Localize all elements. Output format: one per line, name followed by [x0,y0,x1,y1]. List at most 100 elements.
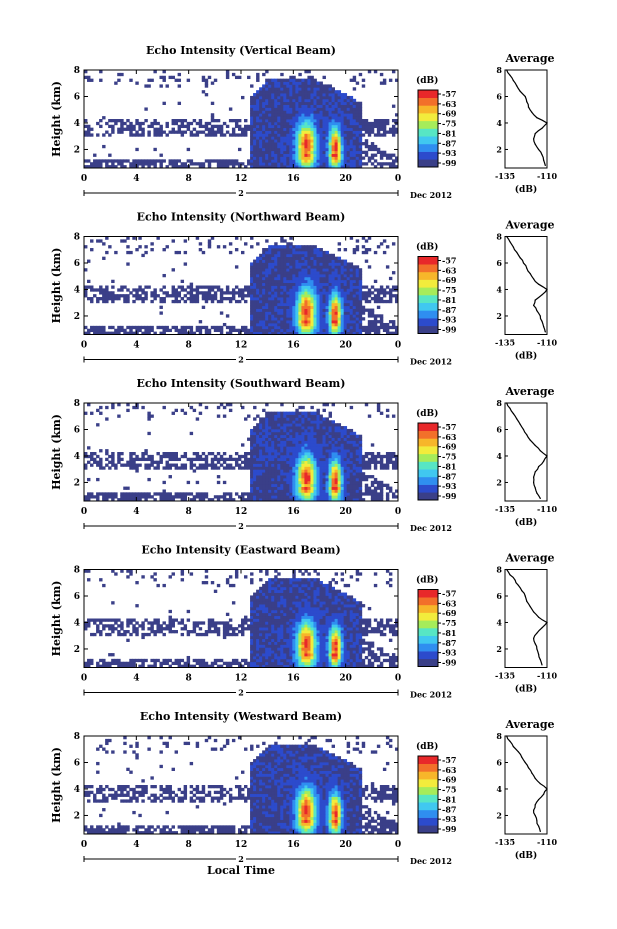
echo-cell [304,262,308,266]
echo-cell [174,162,178,166]
echo-cell [244,457,248,462]
echo-cell [352,469,357,473]
echo-cell [250,320,254,324]
echo-cell [237,328,242,333]
echo-cell [319,250,323,255]
echo-cell [168,294,172,298]
echo-cell [325,144,329,149]
echo-cell [213,294,218,298]
echo-cell [304,133,308,137]
echo-cell [328,411,332,415]
echo-cell [355,317,360,321]
echo-cell [225,159,230,163]
echo-cell [250,469,254,473]
echo-cell [250,305,254,309]
echo-cell [289,446,293,450]
echo-cell [93,159,97,163]
echo-cell [319,460,323,464]
echo-cell [328,446,332,450]
echo-cell [367,452,372,456]
echo-cell [84,454,88,459]
echo-cell [283,124,287,129]
echo-cell [376,297,381,301]
echo-cell [370,144,375,149]
echo-cell [334,443,339,447]
echo-cell [316,142,320,146]
echo-cell [307,121,311,126]
echo-cell [286,299,290,304]
echo-cell [358,294,363,298]
echo-cell [319,265,323,269]
echo-cell [340,95,345,100]
echo-cell [87,460,91,464]
echo-cell [316,437,320,441]
echo-cell [204,454,209,459]
echo-cell [337,113,342,117]
echo-cell [286,454,290,459]
echo-cell [274,483,278,487]
echo-cell [301,127,305,131]
echo-cell [192,127,197,131]
echo-cell [192,469,197,473]
echo-cell [322,282,326,286]
echo-cell [90,299,94,304]
echo-cell [120,165,124,169]
echo-cell [376,245,381,249]
echo-cell [123,463,127,467]
echo-cell [295,477,299,482]
echo-cell [292,279,296,284]
echo-cell [262,426,266,430]
echo-cell [283,276,287,281]
echo-cell [283,150,287,154]
echo-cell [219,325,224,330]
echo-cell [256,165,260,169]
echo-cell [304,469,308,473]
echo-cell [123,328,127,333]
echo-cell [355,279,360,284]
echo-cell [265,466,269,470]
echo-cell [216,405,221,410]
echo-cell [93,328,97,333]
echo-cell [114,331,118,335]
echo-cell [352,165,357,169]
echo-cell [322,475,326,479]
echo-cell [313,454,317,459]
echo-cell [138,285,142,289]
echo-cell [313,294,317,298]
echo-cell [268,297,272,301]
echo-cell [277,110,281,114]
profile-point [522,262,525,264]
echo-cell [280,93,284,97]
echo-cell [298,437,302,441]
echo-cell [307,150,311,154]
echo-cell [259,142,263,146]
echo-cell [295,282,299,286]
echo-cell [84,245,88,249]
echo-cell [289,282,293,286]
echo-cell [307,282,311,286]
echo-cell [337,93,342,97]
echo-cell [385,466,390,470]
echo-cell [201,162,206,166]
echo-cell [280,84,284,88]
echo-cell [114,81,118,85]
echo-cell [307,279,311,284]
echo-cell [156,294,160,298]
echo-cell [280,139,284,143]
echo-cell [337,477,342,482]
echo-cell [250,291,254,295]
echo-cell [370,492,375,496]
echo-cell [271,101,275,105]
echo-cell [283,297,287,301]
echo-cell [198,466,203,470]
echo-cell [307,139,311,143]
echo-cell [138,492,142,496]
echo-cell [289,253,293,258]
echo-cell [253,288,257,292]
echo-cell [253,104,257,108]
echo-cell [295,308,299,312]
echo-cell [117,72,121,77]
echo-cell [259,320,263,324]
echo-cell [292,253,296,258]
echo-cell [328,325,332,330]
